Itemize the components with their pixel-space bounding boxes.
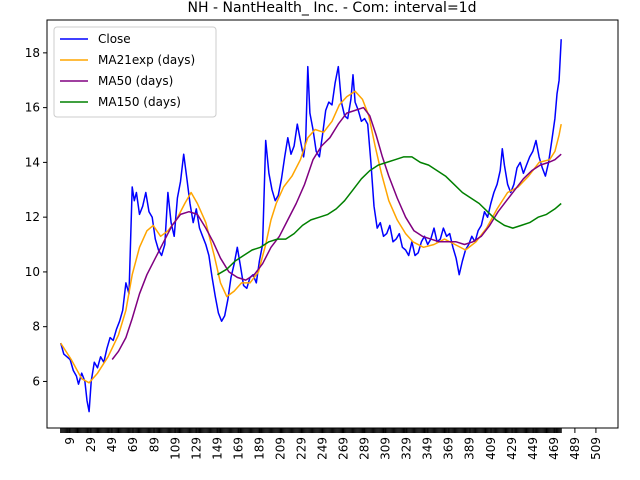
legend-box bbox=[53, 26, 217, 118]
x-tick-label: 29 bbox=[84, 437, 98, 452]
x-tick-label: 209 bbox=[273, 437, 287, 460]
x-tick-label: 469 bbox=[547, 437, 561, 460]
x-tick-label: 109 bbox=[168, 437, 182, 460]
legend: Close MA21exp (days) MA50 (days) MA150 (day… bbox=[53, 26, 217, 118]
x-tick-label: 389 bbox=[463, 437, 477, 460]
x-tick-label: 349 bbox=[421, 437, 435, 460]
x-tick-label: 9 bbox=[63, 437, 77, 445]
series-line-ma21exp-days bbox=[60, 90, 562, 384]
x-tick-label: 169 bbox=[231, 437, 245, 460]
legend-label: MA150 (days) bbox=[98, 95, 181, 109]
series-line-close bbox=[59, 39, 562, 413]
legend-label: MA50 (days) bbox=[98, 74, 173, 88]
x-tick-label: 269 bbox=[337, 437, 351, 460]
x-tick-label: 429 bbox=[505, 437, 519, 460]
series-line-ma150-days bbox=[217, 156, 562, 276]
x-tick-label: 229 bbox=[294, 437, 308, 460]
x-tick-label: 69 bbox=[126, 437, 140, 452]
y-tick-label: 10 bbox=[25, 265, 40, 279]
x-tick-label: 509 bbox=[589, 437, 603, 460]
y-tick-label: 8 bbox=[32, 320, 40, 334]
x-tick-label: 289 bbox=[358, 437, 372, 460]
legend-label: MA21exp (days) bbox=[98, 53, 195, 67]
x-tick-label: 449 bbox=[526, 437, 540, 460]
y-tick-label: 16 bbox=[25, 101, 40, 115]
x-tick-label: 189 bbox=[252, 437, 266, 460]
plot-frame bbox=[46, 19, 619, 429]
x-tick-label: 89 bbox=[147, 437, 161, 452]
x-tick-label: 129 bbox=[189, 437, 203, 460]
series-layer bbox=[59, 39, 562, 413]
y-tick-label: 14 bbox=[25, 155, 40, 169]
x-tick-label: 309 bbox=[379, 437, 393, 460]
x-tick-label: 249 bbox=[316, 437, 330, 460]
y-tick-label: 18 bbox=[25, 46, 40, 60]
y-tick-label: 12 bbox=[25, 210, 40, 224]
x-tick-label: 49 bbox=[105, 437, 119, 452]
x-tick-label: 329 bbox=[400, 437, 414, 460]
x-tick-label: 149 bbox=[210, 437, 224, 460]
legend-label: Close bbox=[98, 32, 131, 46]
series-line-ma50-days bbox=[111, 106, 562, 360]
y-tick-label: 6 bbox=[32, 374, 40, 388]
x-tick-label: 369 bbox=[442, 437, 456, 460]
x-tick-label: 409 bbox=[484, 437, 498, 460]
chart-title: NH - NantHealth_ Inc. - Com: interval=1d bbox=[188, 0, 477, 16]
x-tick-label: 489 bbox=[568, 437, 582, 460]
axis-layer: 9 29 49 69 89 109 129 149 169 189 209 229 249 269 289 3… bbox=[25, 46, 603, 460]
